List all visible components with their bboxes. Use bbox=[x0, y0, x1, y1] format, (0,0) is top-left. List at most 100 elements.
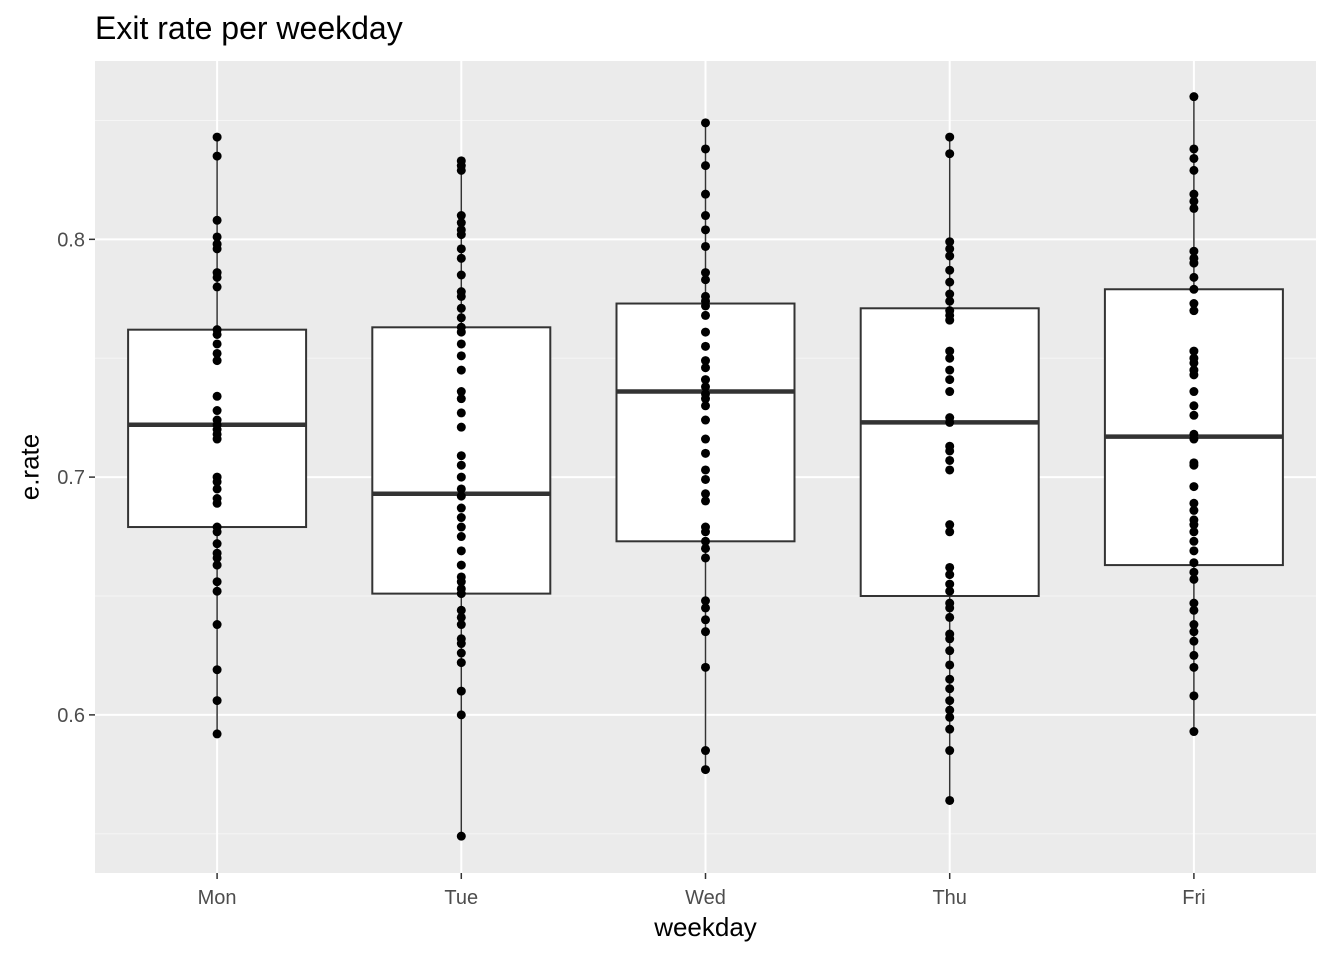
data-point bbox=[701, 144, 710, 154]
data-point bbox=[945, 579, 955, 589]
data-point bbox=[945, 527, 955, 537]
data-point bbox=[212, 151, 222, 161]
data-point bbox=[1189, 358, 1199, 368]
data-point bbox=[945, 375, 955, 385]
data-point bbox=[456, 339, 466, 349]
data-point bbox=[945, 315, 955, 325]
data-point bbox=[945, 634, 955, 644]
data-point bbox=[945, 237, 955, 247]
data-point bbox=[945, 646, 955, 656]
data-point bbox=[212, 560, 222, 570]
data-point bbox=[212, 434, 222, 444]
data-point bbox=[1189, 272, 1199, 282]
data-point bbox=[1189, 505, 1199, 515]
data-point bbox=[1189, 598, 1199, 608]
data-point bbox=[945, 746, 955, 756]
data-point bbox=[1189, 662, 1199, 672]
data-point bbox=[212, 620, 222, 630]
data-point bbox=[1189, 567, 1199, 577]
data-point bbox=[701, 211, 710, 221]
data-point bbox=[456, 451, 466, 461]
data-point bbox=[456, 270, 466, 280]
data-point bbox=[1189, 536, 1199, 546]
data-point bbox=[456, 560, 466, 570]
data-point bbox=[456, 211, 466, 221]
data-point bbox=[701, 341, 710, 351]
data-point bbox=[945, 705, 955, 715]
data-point bbox=[945, 612, 955, 622]
data-point bbox=[1189, 196, 1199, 206]
data-point bbox=[945, 346, 955, 356]
data-point bbox=[701, 394, 710, 404]
data-point bbox=[945, 520, 955, 530]
data-point bbox=[701, 189, 710, 199]
data-point bbox=[945, 674, 955, 684]
data-point bbox=[456, 230, 466, 240]
data-point bbox=[212, 484, 222, 494]
data-point bbox=[1189, 558, 1199, 568]
data-point bbox=[456, 605, 466, 615]
data-point bbox=[1189, 650, 1199, 660]
data-point bbox=[212, 577, 222, 587]
data-point bbox=[701, 118, 710, 128]
data-point bbox=[945, 684, 955, 694]
data-point bbox=[212, 329, 222, 339]
data-point bbox=[1189, 546, 1199, 556]
data-point bbox=[212, 665, 222, 675]
data-point bbox=[456, 484, 466, 494]
points-fri bbox=[1189, 92, 1199, 737]
data-point bbox=[456, 387, 466, 397]
data-point bbox=[212, 282, 222, 292]
data-point bbox=[945, 365, 955, 375]
data-point bbox=[1189, 401, 1199, 411]
y-tick-label: 0.7 bbox=[57, 467, 85, 489]
data-point bbox=[456, 513, 466, 523]
data-point bbox=[945, 277, 955, 287]
data-point bbox=[212, 132, 222, 142]
data-point bbox=[1189, 498, 1199, 508]
data-point bbox=[945, 660, 955, 670]
data-point bbox=[212, 729, 222, 739]
data-point bbox=[1189, 258, 1199, 268]
data-point bbox=[1189, 299, 1199, 309]
data-point bbox=[701, 536, 710, 546]
data-point bbox=[701, 225, 710, 235]
data-point bbox=[456, 394, 466, 404]
data-point bbox=[701, 401, 710, 411]
data-point bbox=[212, 477, 222, 487]
data-point bbox=[945, 251, 955, 261]
data-point bbox=[212, 527, 222, 537]
data-point bbox=[701, 746, 710, 756]
data-point bbox=[456, 218, 466, 228]
data-point bbox=[701, 310, 710, 320]
data-point bbox=[456, 620, 466, 630]
data-point bbox=[456, 710, 466, 720]
data-point bbox=[456, 460, 466, 470]
data-point bbox=[945, 562, 955, 572]
data-point bbox=[212, 391, 222, 401]
data-point bbox=[701, 161, 710, 171]
x-tick-label: Tue bbox=[444, 887, 478, 909]
y-tick-label: 0.6 bbox=[57, 705, 85, 727]
data-point bbox=[945, 265, 955, 275]
data-point bbox=[456, 686, 466, 696]
data-point bbox=[945, 586, 955, 596]
data-point bbox=[1189, 434, 1199, 444]
data-point bbox=[701, 527, 710, 537]
data-point bbox=[1189, 727, 1199, 737]
data-point bbox=[456, 658, 466, 668]
x-tick-label: Fri bbox=[1182, 887, 1205, 909]
data-point bbox=[945, 296, 955, 306]
data-point bbox=[212, 539, 222, 549]
data-point bbox=[701, 596, 710, 606]
x-tick-label: Wed bbox=[685, 887, 726, 909]
data-point bbox=[1189, 527, 1199, 537]
data-point bbox=[701, 275, 710, 285]
data-point bbox=[1189, 203, 1199, 213]
data-point bbox=[212, 348, 222, 358]
data-point bbox=[1189, 144, 1199, 154]
data-point bbox=[945, 603, 955, 613]
data-point bbox=[212, 215, 222, 225]
data-point bbox=[456, 639, 466, 649]
